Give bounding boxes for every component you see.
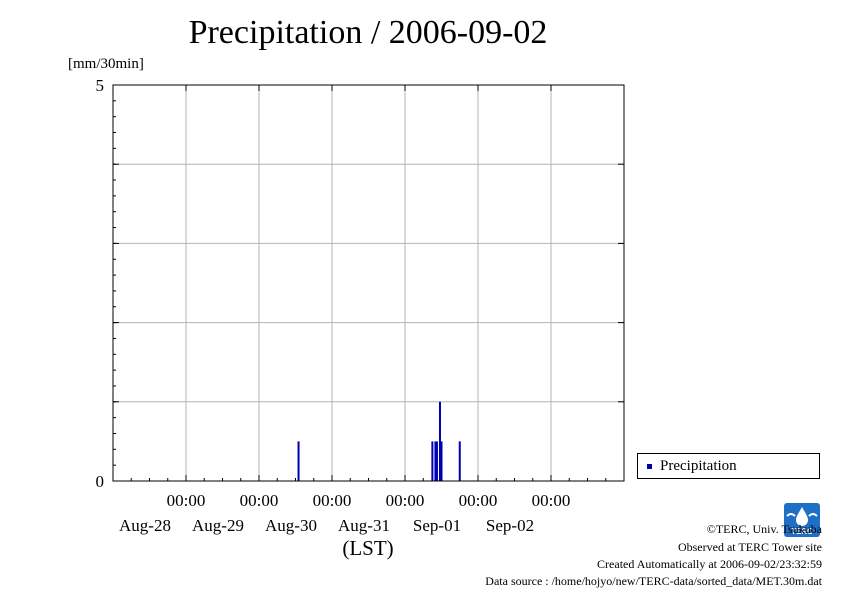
precipitation-bar xyxy=(458,441,461,481)
x-date-label: Aug-29 xyxy=(192,516,244,535)
x-date-label: Aug-28 xyxy=(119,516,171,535)
x-date-label: Sep-01 xyxy=(413,516,461,535)
x-date-label: Aug-30 xyxy=(265,516,317,535)
precipitation-bar xyxy=(435,441,438,481)
x-tick-label: 00:00 xyxy=(386,491,425,510)
x-tick-label: 00:00 xyxy=(240,491,279,510)
precipitation-bar xyxy=(431,441,434,481)
logo-text: TERC xyxy=(791,527,813,536)
terc-logo: TERC xyxy=(784,503,820,537)
x-date-label: Aug-31 xyxy=(338,516,390,535)
copyright-text: ©TERC, Univ. Tsukuba xyxy=(706,522,822,536)
x-tick-label: 00:00 xyxy=(313,491,352,510)
legend-swatch xyxy=(647,464,652,469)
precipitation-bar xyxy=(297,441,300,481)
legend: Precipitation xyxy=(637,453,820,479)
precipitation-bar xyxy=(434,441,437,481)
x-tick-label: 00:00 xyxy=(167,491,206,510)
precipitation-bar xyxy=(438,401,441,481)
legend-label: Precipitation xyxy=(660,458,737,474)
site-text: Observed at TERC Tower site xyxy=(677,540,822,554)
plot-frame xyxy=(112,84,625,482)
x-axis-label: (LST) xyxy=(342,536,394,560)
source-text: Data source : /home/hojyo/new/TERC-data/… xyxy=(485,574,822,588)
x-date-label: Sep-02 xyxy=(486,516,534,535)
x-tick-label: 00:00 xyxy=(459,491,498,510)
x-tick-label: 00:00 xyxy=(532,491,571,510)
created-text: Created Automatically at 2006-09-02/23:3… xyxy=(597,557,822,571)
y-tick-label: 0 xyxy=(96,472,105,491)
precipitation-bar xyxy=(440,441,443,481)
chart-title: Precipitation / 2006-09-02 xyxy=(188,14,548,51)
y-tick-label: 5 xyxy=(96,76,105,95)
y-unit-label: [mm/30min] xyxy=(68,56,144,72)
